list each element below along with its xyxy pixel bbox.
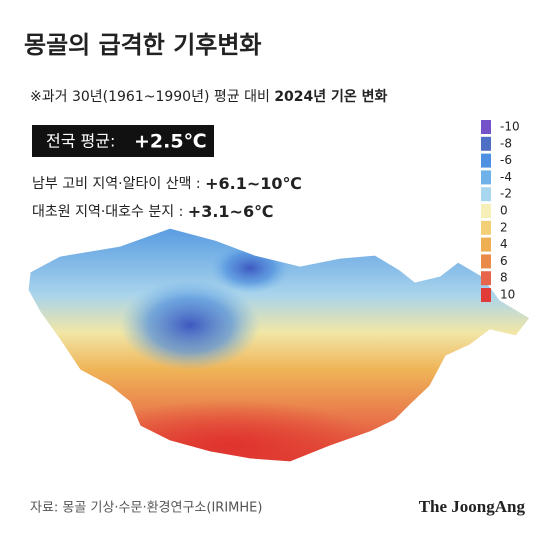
legend-swatch [481, 271, 491, 286]
source: 자료: 몽골 기상·수문·환경연구소(IRIMHE) [30, 501, 262, 516]
legend-label: -2 [500, 187, 512, 201]
legend-label: 10 [500, 288, 515, 302]
summary-label: 전국 평균: [46, 132, 115, 151]
legend-swatch [481, 220, 491, 235]
legend-swatch [481, 237, 491, 252]
summary-value: +2.5℃ [134, 131, 207, 153]
legend-label: -10 [500, 120, 520, 134]
region-range: +6.1~10℃ [205, 174, 302, 193]
legend-swatch [481, 120, 491, 134]
brand: The JoongAng [419, 497, 526, 516]
legend-swatch [481, 187, 491, 202]
title: 몽골의 급격한 기후변화 [24, 31, 262, 59]
legend-label: 2 [500, 220, 508, 234]
cold-area [210, 243, 290, 293]
legend-label: -6 [500, 153, 512, 167]
region-name: 남부 고비 지역·알타이 산맥 : [32, 176, 201, 192]
legend-label: 4 [500, 237, 508, 251]
legend-label: 6 [500, 254, 508, 268]
region-line: 대초원 지역·대호수 분지 : +3.1~6℃ [32, 202, 273, 221]
subtitle: ※과거 30년(1961~1990년) 평균 대비 2024년 기온 변화 [30, 89, 388, 105]
legend-swatch [481, 288, 491, 302]
hot-area [80, 400, 380, 462]
legend-swatch [481, 204, 491, 218]
legend-swatch [481, 254, 491, 269]
legend-label: 0 [500, 204, 508, 218]
subtitle-bold: 2024년 기온 변화 [274, 89, 387, 105]
cold-area [120, 280, 260, 370]
region-line: 남부 고비 지역·알타이 산맥 : +6.1~10℃ [32, 174, 302, 193]
region-name: 대초원 지역·대호수 분지 : [32, 204, 183, 220]
legend-swatch [481, 136, 491, 151]
legend-label: 8 [500, 271, 508, 285]
legend-swatch [481, 153, 491, 168]
legend-label: -8 [500, 136, 512, 150]
legend-swatch [481, 170, 491, 185]
region-range: +3.1~6℃ [188, 202, 274, 221]
legend-label: -4 [500, 170, 512, 184]
legend: -10 -8 -6 -4 -2 0 2 4 6 8 10 [481, 120, 520, 302]
subtitle-text: ※과거 30년(1961~1990년) 평균 대비 [30, 89, 270, 105]
summary-box [32, 125, 214, 157]
